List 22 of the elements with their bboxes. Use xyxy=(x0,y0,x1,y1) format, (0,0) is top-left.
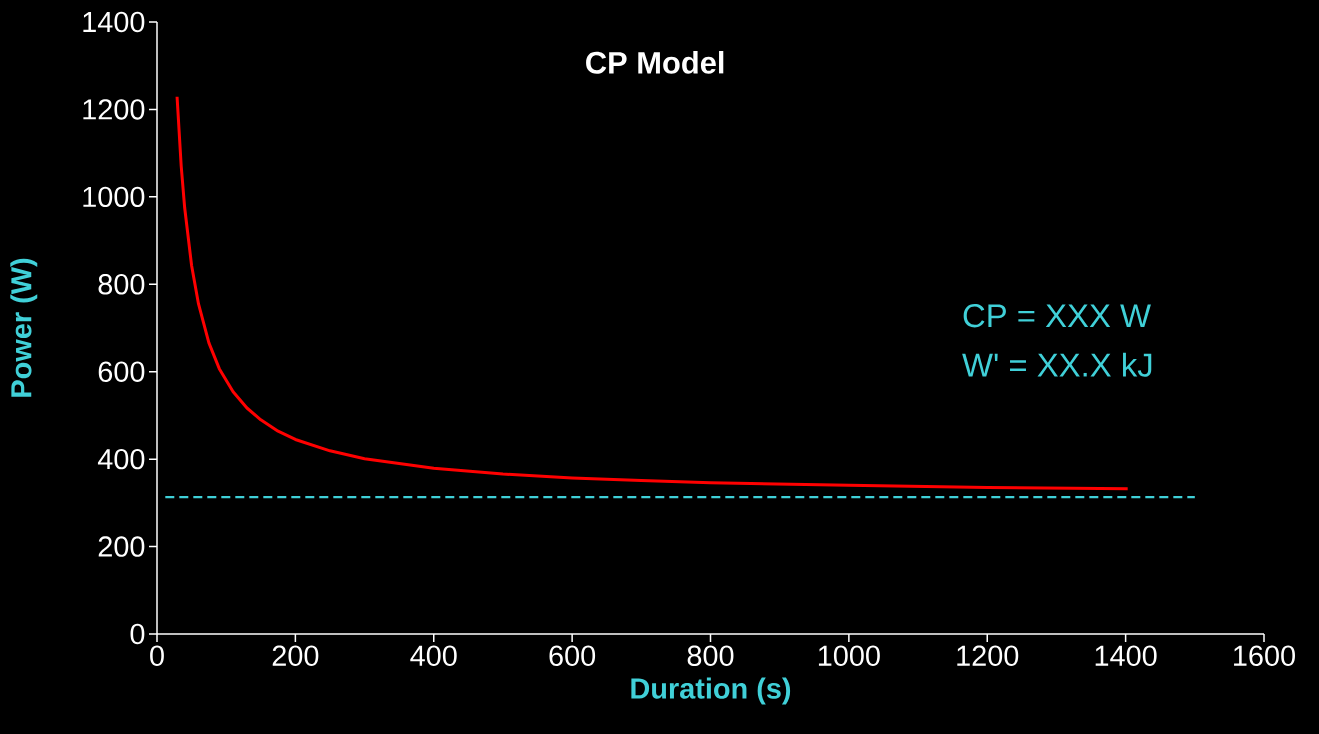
y-tick-label: 600 xyxy=(98,361,145,382)
y-tick-label: 400 xyxy=(97,448,145,470)
y-tick-label: 0 xyxy=(130,623,145,645)
text: CP Model xyxy=(586,51,724,74)
x-tick-label: 1200 xyxy=(957,645,1019,666)
x-tick-label: 0 xyxy=(150,645,164,666)
x-axis-title: Duration (s) xyxy=(631,677,791,705)
annotation: CP = XXX W xyxy=(963,304,1151,328)
y-tick-label: 200 xyxy=(98,536,145,557)
x-tick-label: 1000 xyxy=(818,645,880,666)
y-axis-title: Power (W) xyxy=(10,258,38,397)
y-tick-label: 1000 xyxy=(83,186,145,208)
y-tick-label: 800 xyxy=(98,274,145,295)
x-tick-label: 600 xyxy=(549,645,596,666)
x-tick-label: 1400 xyxy=(1095,645,1157,666)
y-tick-label: 1200 xyxy=(83,99,145,120)
x-tick-label: 200 xyxy=(272,645,319,666)
y-tick-label: 1400 xyxy=(83,11,145,33)
x-tick-label: 400 xyxy=(410,645,457,666)
x-tick-label: 800 xyxy=(687,645,734,666)
annotation: W' = XX.X kJ xyxy=(962,352,1152,377)
x-tick-label: 1600 xyxy=(1234,645,1295,666)
